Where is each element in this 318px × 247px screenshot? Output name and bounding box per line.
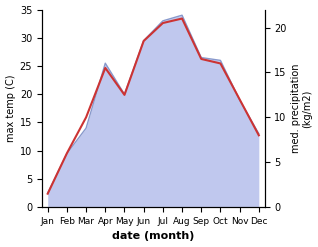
X-axis label: date (month): date (month) xyxy=(112,231,194,242)
Y-axis label: med. precipitation
(kg/m2): med. precipitation (kg/m2) xyxy=(291,64,313,153)
Y-axis label: max temp (C): max temp (C) xyxy=(5,75,16,142)
